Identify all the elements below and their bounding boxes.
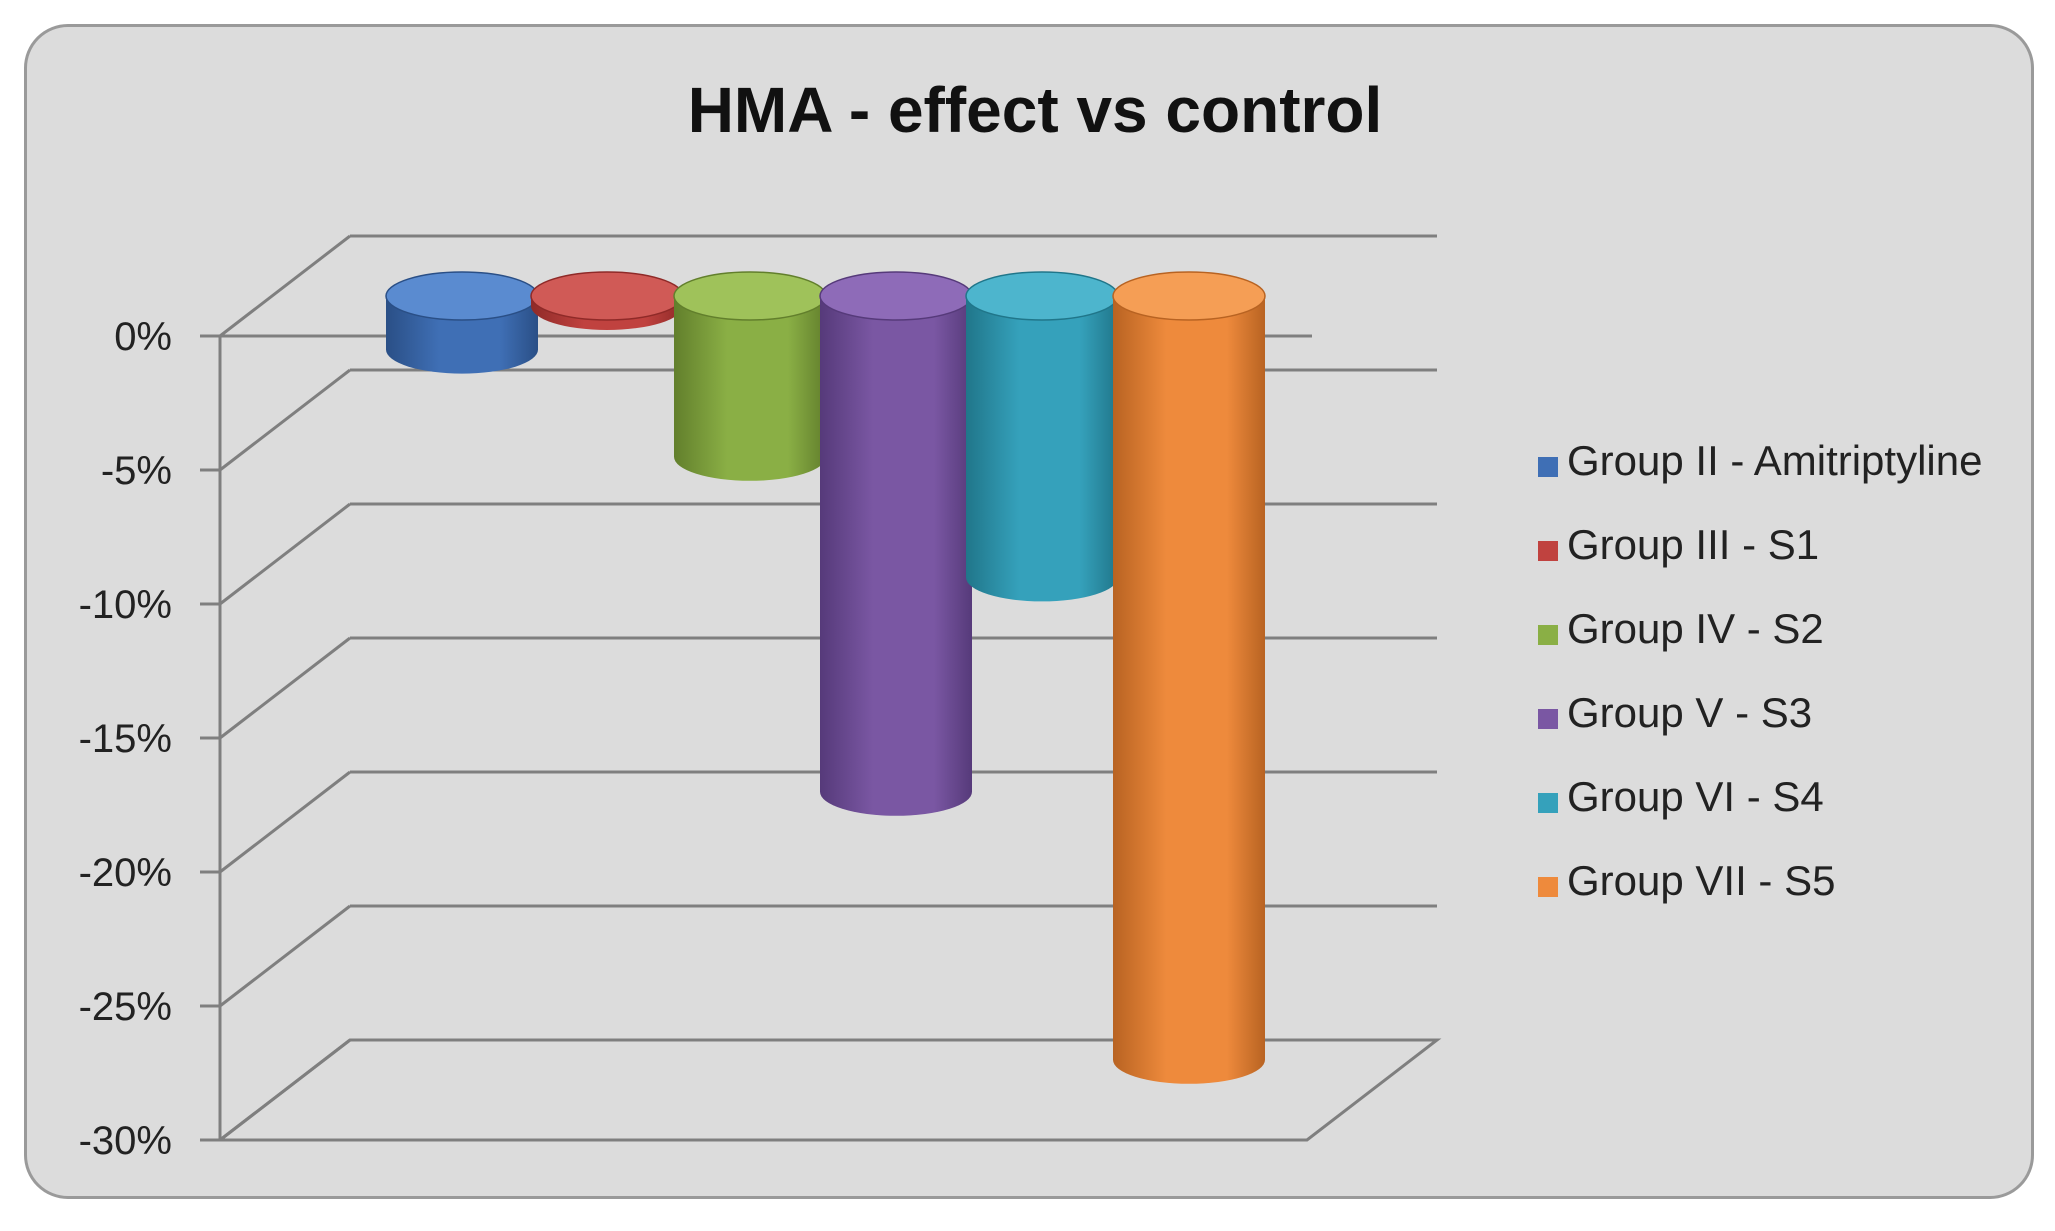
bar-body xyxy=(820,296,972,816)
legend-item: Group III - S1 xyxy=(1538,521,1819,568)
bar-3 xyxy=(673,271,827,481)
legend-swatch xyxy=(1538,709,1558,729)
bar-body xyxy=(674,296,826,481)
gridline-side xyxy=(219,234,351,338)
legend-swatch xyxy=(1538,793,1558,813)
gridline-side xyxy=(219,636,351,740)
y-tick-label: 0% xyxy=(114,315,172,359)
legend-label: Group VII - S5 xyxy=(1567,857,1835,904)
bar-top xyxy=(965,271,1119,321)
bar-top xyxy=(530,271,684,321)
legend-item: Group IV - S2 xyxy=(1538,605,1824,652)
legend-label: Group VI - S4 xyxy=(1567,773,1824,820)
y-tick-label: -5% xyxy=(101,449,172,493)
y-tick-label: -25% xyxy=(79,985,172,1029)
bar-top xyxy=(673,271,827,321)
bar-body xyxy=(1113,296,1265,1084)
bar-top xyxy=(1112,271,1266,321)
legend-swatch xyxy=(1538,877,1558,897)
legend-item: Group V - S3 xyxy=(1538,689,1812,736)
gridline-side xyxy=(219,502,351,606)
bar-1 xyxy=(385,271,539,374)
y-tick-label: -30% xyxy=(79,1119,172,1163)
bar-5 xyxy=(965,271,1119,602)
bar-top xyxy=(385,271,539,321)
bar-2 xyxy=(530,271,684,330)
gridline-side xyxy=(219,368,351,472)
bar-top xyxy=(819,271,973,321)
legend-label: Group II - Amitriptyline xyxy=(1567,437,1982,484)
gridline-side xyxy=(219,770,351,874)
legend-swatch xyxy=(1538,625,1558,645)
legend-item: Group VI - S4 xyxy=(1538,773,1824,820)
bars xyxy=(385,271,1266,1084)
bar-body xyxy=(966,296,1118,602)
y-tick-label: -20% xyxy=(79,851,172,895)
chart-title: HMA - effect vs control xyxy=(688,74,1383,146)
legend-label: Group III - S1 xyxy=(1567,521,1819,568)
gridline-side xyxy=(219,904,351,1008)
chart-frame xyxy=(24,24,2034,1199)
y-axis-ticks: 0% -5% -10% -15% -20% -25% -30% xyxy=(79,315,220,1163)
legend-label: Group IV - S2 xyxy=(1567,605,1824,652)
legend: Group II - Amitriptyline Group III - S1 Gr… xyxy=(1538,437,1982,904)
y-tick-label: -10% xyxy=(79,583,172,627)
floor xyxy=(215,1038,1442,1142)
legend-swatch xyxy=(1538,541,1558,561)
legend-item: Group VII - S5 xyxy=(1538,857,1835,904)
legend-item: Group II - Amitriptyline xyxy=(1538,437,1982,484)
legend-swatch xyxy=(1538,457,1558,477)
bar-4 xyxy=(819,271,973,816)
legend-label: Group V - S3 xyxy=(1567,689,1812,736)
y-tick-label: -15% xyxy=(79,717,172,761)
bar-6 xyxy=(1112,271,1266,1084)
